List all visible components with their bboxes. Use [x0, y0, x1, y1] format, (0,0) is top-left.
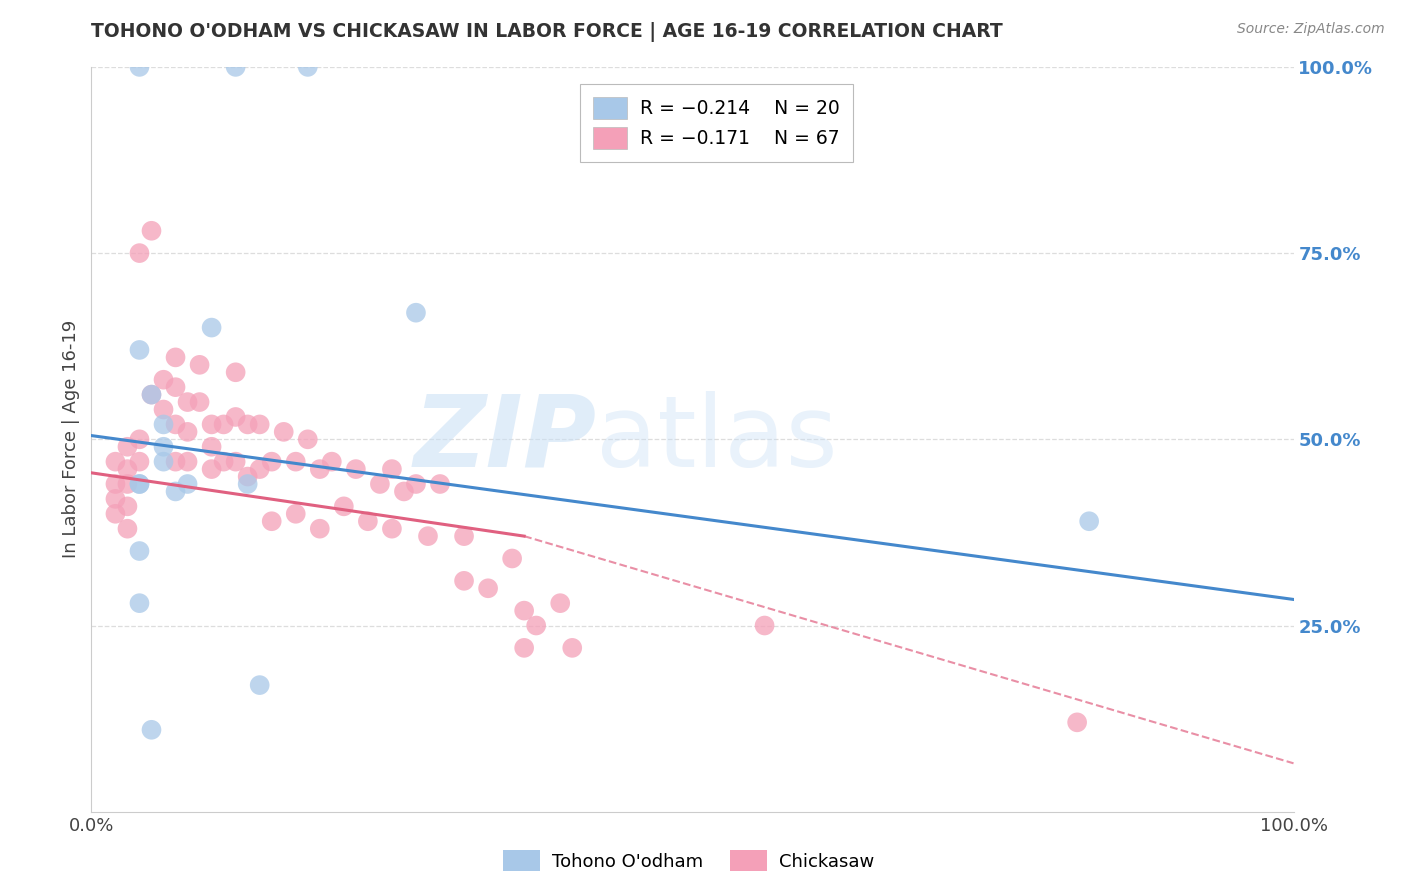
Point — [453, 574, 475, 588]
Point — [104, 455, 127, 469]
Point — [524, 618, 547, 632]
Point — [416, 529, 439, 543]
Point — [141, 387, 163, 401]
Point — [308, 522, 330, 536]
Point — [117, 462, 139, 476]
Point — [548, 596, 571, 610]
Point — [128, 477, 150, 491]
Point — [201, 440, 224, 454]
Point — [405, 306, 427, 320]
Point — [165, 455, 187, 469]
Point — [128, 477, 150, 491]
Point — [176, 455, 198, 469]
Point — [188, 395, 211, 409]
Point — [128, 455, 150, 469]
Point — [188, 358, 211, 372]
Point — [249, 417, 271, 432]
Point — [561, 640, 583, 655]
Point — [321, 455, 343, 469]
Point — [104, 491, 127, 506]
Point — [297, 433, 319, 447]
Point — [357, 514, 380, 528]
Point — [165, 484, 187, 499]
Point — [225, 409, 247, 424]
Point — [141, 224, 163, 238]
Legend: R = −0.214    N = 20, R = −0.171    N = 67: R = −0.214 N = 20, R = −0.171 N = 67 — [581, 84, 853, 161]
Point — [201, 320, 224, 334]
Point — [104, 477, 127, 491]
Point — [453, 529, 475, 543]
Point — [260, 455, 283, 469]
Text: ZIP: ZIP — [413, 391, 596, 488]
Point — [128, 246, 150, 260]
Point — [141, 723, 163, 737]
Point — [152, 440, 174, 454]
Point — [236, 469, 259, 483]
Point — [117, 500, 139, 514]
Point — [392, 484, 415, 499]
Point — [201, 417, 224, 432]
Point — [152, 402, 174, 417]
Point — [128, 60, 150, 74]
Point — [176, 425, 198, 439]
Point — [429, 477, 451, 491]
Point — [141, 387, 163, 401]
Point — [249, 678, 271, 692]
Legend: Tohono O'odham, Chickasaw: Tohono O'odham, Chickasaw — [496, 843, 882, 879]
Point — [513, 604, 536, 618]
Point — [284, 455, 307, 469]
Point — [513, 640, 536, 655]
Point — [477, 582, 499, 596]
Point — [297, 60, 319, 74]
Point — [284, 507, 307, 521]
Point — [381, 462, 404, 476]
Point — [104, 507, 127, 521]
Point — [152, 373, 174, 387]
Point — [212, 417, 235, 432]
Point — [1078, 514, 1101, 528]
Point — [165, 380, 187, 394]
Point — [368, 477, 391, 491]
Point — [176, 477, 198, 491]
Text: atlas: atlas — [596, 391, 838, 488]
Point — [117, 440, 139, 454]
Point — [381, 522, 404, 536]
Point — [165, 351, 187, 365]
Point — [236, 417, 259, 432]
Point — [225, 365, 247, 379]
Point — [405, 477, 427, 491]
Point — [165, 417, 187, 432]
Point — [1066, 715, 1088, 730]
Point — [260, 514, 283, 528]
Point — [128, 433, 150, 447]
Point — [128, 343, 150, 357]
Point — [128, 544, 150, 558]
Point — [176, 395, 198, 409]
Point — [201, 462, 224, 476]
Point — [344, 462, 367, 476]
Point — [273, 425, 295, 439]
Point — [212, 455, 235, 469]
Point — [333, 500, 356, 514]
Point — [152, 417, 174, 432]
Point — [249, 462, 271, 476]
Point — [308, 462, 330, 476]
Point — [152, 455, 174, 469]
Point — [117, 477, 139, 491]
Point — [128, 596, 150, 610]
Text: Source: ZipAtlas.com: Source: ZipAtlas.com — [1237, 22, 1385, 37]
Y-axis label: In Labor Force | Age 16-19: In Labor Force | Age 16-19 — [62, 320, 80, 558]
Point — [225, 60, 247, 74]
Point — [236, 477, 259, 491]
Point — [225, 455, 247, 469]
Point — [117, 522, 139, 536]
Text: TOHONO O'ODHAM VS CHICKASAW IN LABOR FORCE | AGE 16-19 CORRELATION CHART: TOHONO O'ODHAM VS CHICKASAW IN LABOR FOR… — [91, 22, 1002, 42]
Point — [501, 551, 523, 566]
Point — [754, 618, 776, 632]
